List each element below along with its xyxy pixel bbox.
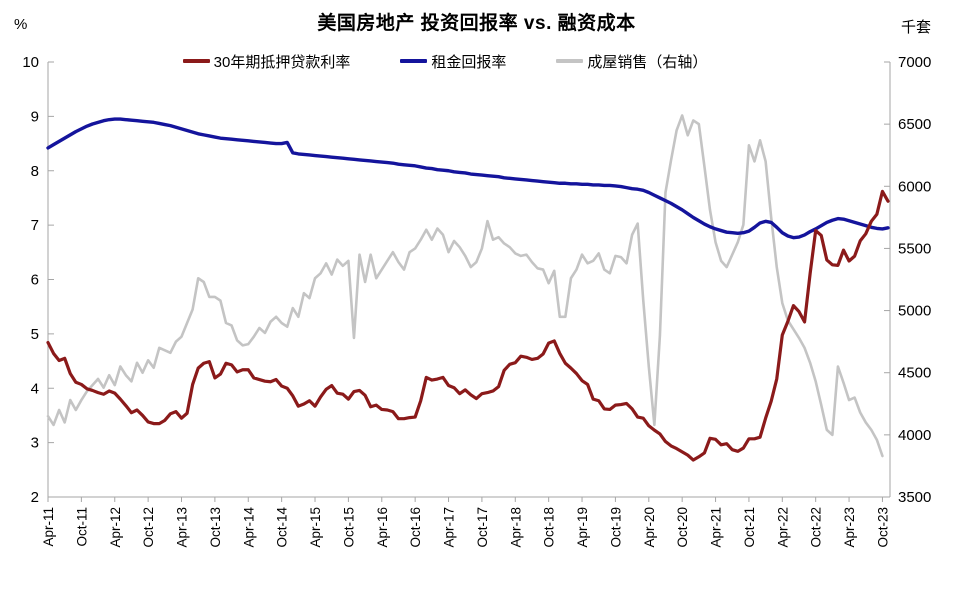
x-axis-tick-label: Oct-11 [74, 507, 89, 547]
right-axis-tick-label: 5000 [898, 303, 931, 320]
x-axis-tick-label: Apr-20 [642, 507, 657, 548]
x-axis-tick-label: Oct-13 [208, 507, 223, 548]
x-axis-tick-label: Apr-15 [308, 507, 323, 548]
x-axis-tick-label: Apr-23 [842, 507, 857, 548]
right-axis-unit-label: 千套 [900, 19, 931, 36]
x-axis-tick-label: Oct-21 [742, 507, 757, 548]
legend-item-rent-yield[interactable]: 租金回报率 [400, 51, 506, 72]
legend-label-existing-home-sales: 成屋销售（右轴） [587, 53, 708, 71]
right-axis-tick-label: 7000 [898, 54, 931, 71]
x-axis-tick-label: Apr-16 [375, 507, 390, 548]
x-axis-tick-label: Apr-21 [709, 507, 724, 548]
legend-item-mortgage-rate[interactable]: 30年期抵押贷款利率 [182, 51, 351, 72]
right-axis-tick-label: 4000 [898, 427, 931, 444]
legend-swatch-existing-home-sales [556, 59, 584, 63]
left-axis-tick-label: 6 [31, 272, 39, 289]
x-axis-tick-label: Oct-23 [875, 507, 890, 548]
chart-title: 美国房地产 投资回报率 vs. 融资成本 [317, 13, 636, 34]
right-axis-tick-label: 6500 [898, 116, 931, 133]
x-axis-tick-label: Apr-22 [775, 507, 790, 548]
x-axis-tick-label: Apr-18 [508, 507, 523, 548]
x-axis-tick-label: Apr-13 [175, 507, 190, 548]
x-axis-tick-label: Oct-19 [608, 507, 623, 548]
left-axis-tick-label: 10 [22, 54, 39, 71]
x-axis-tick-label: Apr-19 [575, 507, 590, 548]
legend-swatch-rent-yield [400, 59, 428, 63]
left-axis-tick-label: 3 [31, 435, 39, 452]
legend-label-mortgage-rate: 30年期抵押贷款利率 [213, 53, 351, 71]
series-line-mortgage-rate [46, 189, 890, 462]
x-axis-tick-label: Oct-15 [341, 507, 356, 548]
left-axis-tick-label: 8 [31, 163, 39, 180]
left-axis-tick-label: 2 [31, 489, 39, 506]
left-axis-tick-label: 9 [31, 108, 39, 125]
x-axis-tick-label: Oct-22 [809, 507, 824, 548]
x-axis-tick-label: Oct-20 [675, 507, 690, 548]
legend-item-existing-home-sales[interactable]: 成屋销售（右轴） [556, 51, 707, 72]
right-axis-tick-label: 3500 [898, 489, 931, 506]
x-axis-tick-label: Oct-16 [408, 507, 423, 548]
legend-label-rent-yield: 租金回报率 [431, 53, 507, 71]
x-axis-tick-label: Oct-17 [475, 507, 490, 548]
left-axis-tick-label: 4 [31, 380, 39, 397]
x-axis-tick-label: Apr-14 [241, 507, 256, 548]
series-line-existing-home-sales [46, 114, 884, 458]
legend-swatch-mortgage-rate [182, 59, 210, 63]
x-axis-tick-label: Apr-11 [41, 507, 56, 547]
right-axis-tick-label: 4500 [898, 365, 931, 382]
x-axis-tick-label: Oct-14 [275, 507, 290, 548]
right-axis-tick-label: 6000 [898, 178, 931, 195]
x-axis-tick-label: Oct-18 [542, 507, 557, 548]
series-line-rent-yield [46, 117, 890, 240]
left-axis-unit-label: % [14, 16, 28, 33]
chart-legend: 30年期抵押贷款利率 租金回报率 成屋销售（右轴） [0, 50, 890, 72]
right-axis-tick-label: 5500 [898, 240, 931, 257]
x-axis-tick-label: Oct-12 [141, 507, 156, 548]
x-axis-tick-label: Apr-17 [442, 507, 457, 548]
left-axis-tick-label: 7 [31, 217, 39, 234]
x-axis-tick-label: Apr-12 [108, 507, 123, 548]
left-axis-tick-label: 5 [31, 326, 39, 343]
